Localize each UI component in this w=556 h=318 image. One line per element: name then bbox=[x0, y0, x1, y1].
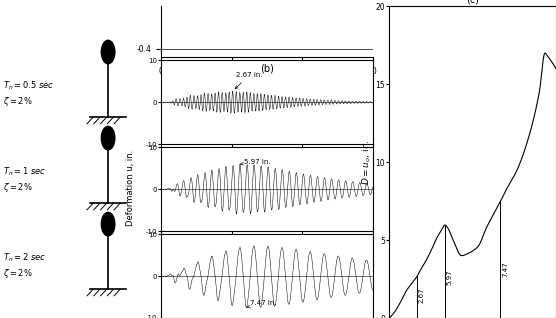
Text: 7.47 in.: 7.47 in. bbox=[247, 300, 276, 308]
Text: 2.67: 2.67 bbox=[419, 288, 425, 303]
Text: 5.97: 5.97 bbox=[446, 270, 453, 286]
Text: 2.67 in.: 2.67 in. bbox=[235, 72, 263, 89]
Text: 7.47: 7.47 bbox=[502, 262, 508, 277]
Text: (b): (b) bbox=[260, 64, 274, 73]
Text: $T_n = 1$ sec: $T_n = 1$ sec bbox=[3, 165, 46, 178]
Text: Deformation u, in.: Deformation u, in. bbox=[126, 149, 135, 226]
Text: 5.97 in.: 5.97 in. bbox=[241, 159, 270, 165]
Title: (c): (c) bbox=[466, 0, 479, 4]
Text: $\zeta = 2\%$: $\zeta = 2\%$ bbox=[3, 267, 33, 280]
Circle shape bbox=[101, 40, 115, 64]
Circle shape bbox=[101, 212, 115, 236]
Text: $\zeta = 2\%$: $\zeta = 2\%$ bbox=[3, 181, 33, 194]
Circle shape bbox=[101, 126, 115, 150]
Y-axis label: $D = u_o$, in.: $D = u_o$, in. bbox=[360, 139, 373, 185]
Text: $T_n = 2$ sec: $T_n = 2$ sec bbox=[3, 252, 46, 264]
Text: $\zeta = 2\%$: $\zeta = 2\%$ bbox=[3, 95, 33, 108]
X-axis label: Time, sec: Time, sec bbox=[247, 77, 287, 86]
Text: $T_n = 0.5$ sec: $T_n = 0.5$ sec bbox=[3, 80, 54, 92]
